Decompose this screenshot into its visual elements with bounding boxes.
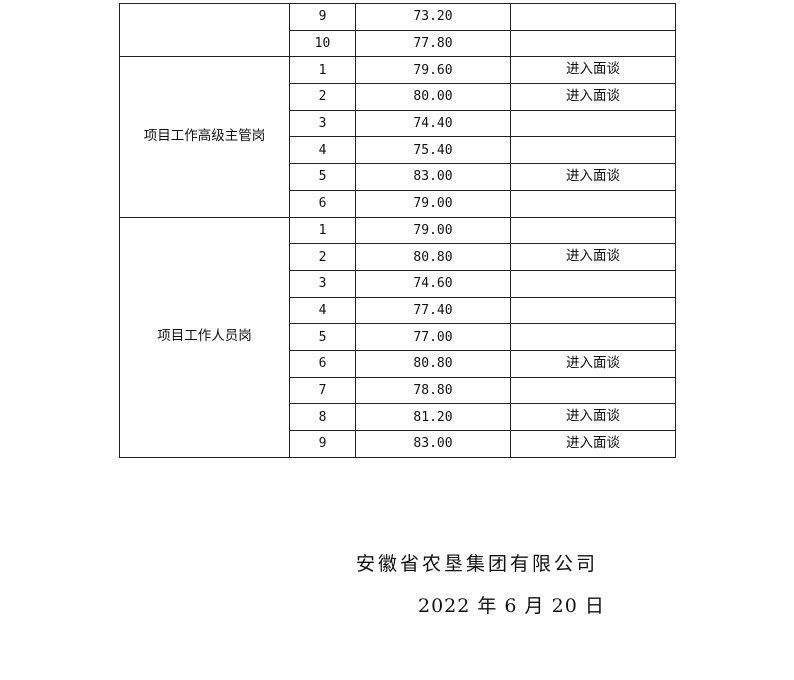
number-cell: 4 [289,136,356,165]
organization-name: 安徽省农垦集团有限公司 [356,553,599,575]
score-cell: 80.00 [355,83,511,111]
number-cell: 7 [289,376,356,405]
score-cell: 73.20 [355,3,511,31]
score-cell: 81.20 [355,403,511,431]
score-cell: 78.80 [355,376,511,405]
table-row: 9 73.20 [119,2,676,58]
number-cell: 6 [289,349,356,378]
table-row: 4 75.40 [120,136,676,165]
table-row: 项目工作高级主管岗 1 79.60 进入面谈 [119,56,676,218]
table-row: 3 74.40 [120,109,676,138]
score-cell: 75.40 [355,136,511,165]
result-cell [510,109,676,138]
result-cell [510,376,676,405]
result-cell [510,136,676,165]
score-cell: 79.60 [355,56,511,85]
result-cell: 进入面谈 [510,163,676,191]
number-cell: 9 [289,430,356,458]
table-row: 2 80.80 进入面谈 [120,243,676,271]
number-cell: 2 [289,83,356,111]
number-cell: 8 [289,403,356,431]
number-cell: 5 [289,163,356,191]
result-cell [510,323,676,351]
number-cell: 5 [289,323,356,351]
number-cell: 1 [289,216,356,245]
score-cell: 80.80 [355,349,511,378]
document-date: 2022 年 6 月 20 日 [418,595,605,617]
score-cell: 77.40 [355,296,511,325]
position-cell [119,2,290,58]
table-row: 6 80.80 进入面谈 [120,349,676,378]
result-cell: 进入面谈 [510,83,676,111]
result-cell [510,29,676,58]
score-cell: 77.00 [355,323,511,351]
number-cell: 1 [289,56,356,85]
score-cell: 74.40 [355,109,511,138]
score-cell: 83.00 [355,163,511,191]
number-cell: 6 [289,189,356,218]
number-cell: 2 [289,243,356,271]
table-row: 9 83.00 进入面谈 [120,430,676,458]
result-cell [510,269,676,298]
result-cell: 进入面谈 [510,403,676,431]
score-cell: 79.00 [355,189,511,218]
table-row: 10 77.80 [120,29,676,58]
score-cell: 79.00 [355,216,511,245]
position-cell: 项目工作人员岗 [119,216,290,458]
result-cell [510,189,676,218]
table-row: 7 78.80 [120,376,676,405]
result-cell: 进入面谈 [510,349,676,378]
table-row: 3 74.60 [120,269,676,298]
table-row: 项目工作人员岗 1 79.00 [119,216,676,458]
result-cell: 进入面谈 [510,243,676,271]
result-cell: 进入面谈 [510,56,676,85]
score-cell: 74.60 [355,269,511,298]
number-cell: 10 [289,29,356,58]
results-table: 9 73.20 10 77.80 项目工作高级主管岗 1 79.60 进入面谈 2 80.00 进入… [119,2,676,458]
score-cell: 77.80 [355,29,511,58]
result-cell [510,216,676,245]
position-cell: 项目工作高级主管岗 [119,56,290,218]
result-cell: 进入面谈 [510,430,676,458]
result-cell [510,3,676,31]
score-cell: 83.00 [355,430,511,458]
number-cell: 3 [289,269,356,298]
number-cell: 4 [289,296,356,325]
table-row: 6 79.00 [120,189,676,218]
number-cell: 9 [289,3,356,31]
result-cell [510,296,676,325]
number-cell: 3 [289,109,356,138]
score-cell: 80.80 [355,243,511,271]
